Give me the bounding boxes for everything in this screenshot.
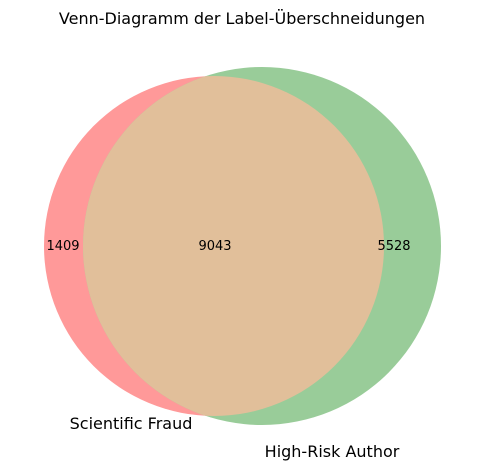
set-label-high-risk-author: High-Risk Author: [265, 442, 400, 461]
count-label-high-risk-author-only: 5528: [377, 239, 410, 254]
count-label-intersection: 9043: [198, 239, 231, 254]
set-label-scientific-fraud: Scientific Fraud: [70, 414, 193, 433]
count-label-scientific-fraud-only: 1409: [46, 239, 79, 254]
